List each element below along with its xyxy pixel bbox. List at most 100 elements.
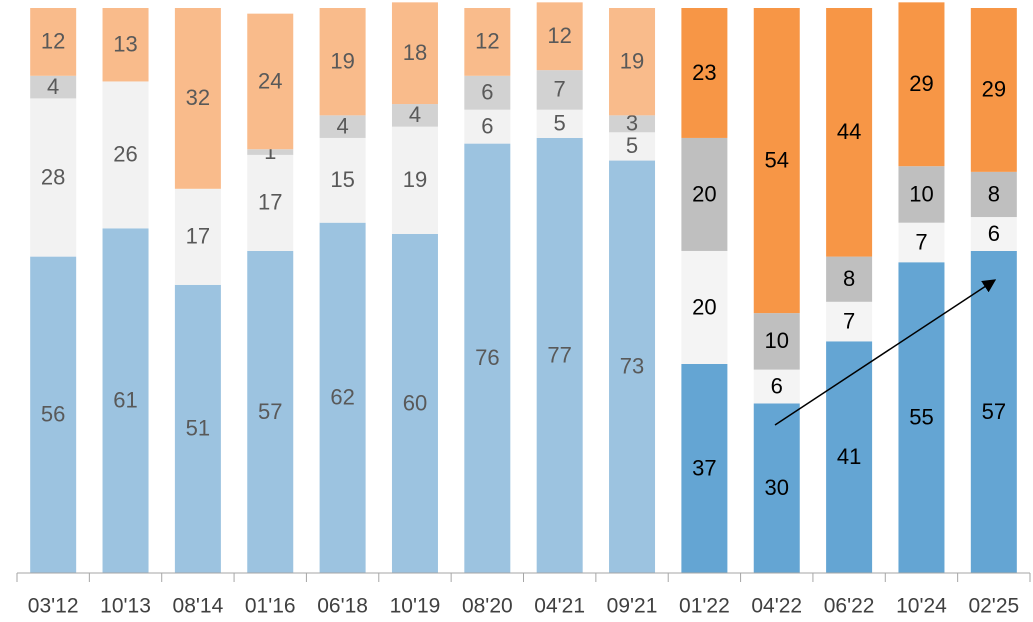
x-tick-label: 01'16 (245, 595, 296, 618)
data-label: 6 (481, 113, 493, 138)
data-label: 17 (258, 190, 282, 215)
bar-segment (319, 8, 366, 116)
data-label: 5 (626, 133, 638, 158)
data-label: 28 (41, 164, 65, 189)
data-label: 20 (692, 294, 716, 319)
bar-segment (536, 70, 583, 110)
bars: 5628412612613511732571712462154196019418… (30, 2, 1017, 574)
bar-segment (826, 341, 873, 573)
bar-segment (753, 403, 800, 573)
data-label: 29 (909, 71, 933, 96)
bar-segment (102, 8, 149, 82)
data-label: 29 (982, 77, 1006, 102)
bar-segment (247, 154, 294, 251)
bar-segment (898, 222, 945, 263)
data-label: 19 (620, 48, 644, 73)
data-label: 41 (837, 444, 861, 469)
data-label: 4 (409, 102, 421, 127)
bar-segment (681, 8, 728, 138)
data-label: 56 (41, 402, 65, 427)
data-label: 19 (330, 48, 354, 73)
bar-segment (102, 228, 149, 573)
data-label: 30 (765, 475, 789, 500)
bar-segment (609, 115, 656, 133)
bar-segment (681, 363, 728, 573)
bar-segment (898, 166, 945, 223)
bar-segment (391, 104, 438, 127)
bar-segment (391, 234, 438, 573)
bar-segment (247, 250, 294, 573)
data-label: 61 (113, 387, 137, 412)
bar-segment (464, 75, 511, 110)
x-tick-label: 09'21 (607, 595, 658, 618)
bar-segment (609, 8, 656, 116)
data-label: 7 (915, 229, 927, 254)
data-label: 10 (765, 328, 789, 353)
bar-segment (174, 284, 221, 573)
bar-segment (826, 301, 873, 342)
x-tick-label: 04'22 (751, 595, 802, 618)
bar-segment (319, 137, 366, 223)
x-tick-label: 10'13 (100, 595, 151, 618)
data-label: 51 (186, 416, 210, 441)
bar-segment (30, 8, 77, 76)
x-axis-ticks: 03'12 10'13 08'14 01'16 06'18 10'19 08'20 04'21… (16, 573, 1031, 618)
bar-segment (247, 13, 294, 150)
x-tick-label: 08'20 (462, 595, 513, 618)
data-label: 73 (620, 354, 644, 379)
bar-segment (609, 160, 656, 574)
data-label: 6 (481, 80, 493, 105)
bar-segment (102, 81, 149, 229)
bar-segment (826, 8, 873, 257)
x-tick-label: 03'12 (28, 595, 79, 618)
data-label: 10 (909, 181, 933, 206)
data-label: 12 (547, 23, 571, 48)
bar-segment (970, 217, 1017, 251)
data-label: 54 (765, 147, 789, 172)
data-label: 76 (475, 345, 499, 370)
data-label: 12 (41, 29, 65, 54)
data-label: 4 (47, 74, 59, 99)
data-label: 18 (403, 40, 427, 65)
bar-segment (753, 313, 800, 370)
bar-segment (319, 222, 366, 573)
bar-segment (174, 8, 221, 189)
data-label: 37 (692, 455, 716, 480)
bar-segment (970, 171, 1017, 218)
bar-segment (30, 98, 77, 257)
bar-segment (753, 369, 800, 404)
data-label: 55 (909, 404, 933, 429)
bar-segment (536, 137, 583, 573)
data-label: 4 (336, 113, 348, 138)
data-label: 57 (258, 399, 282, 424)
bar-segment (391, 2, 438, 105)
data-label: 32 (186, 85, 210, 110)
bar-segment (753, 8, 800, 314)
bar-segment (681, 250, 728, 364)
data-label: 5 (554, 111, 566, 136)
data-label: 19 (403, 167, 427, 192)
data-label: 7 (843, 308, 855, 333)
bar-segment (826, 256, 873, 302)
data-label: 77 (547, 342, 571, 367)
data-label: 7 (554, 77, 566, 102)
x-tick-label: 02'25 (968, 595, 1019, 618)
bar-segment (609, 132, 656, 161)
data-label: 15 (330, 167, 354, 192)
data-label: 57 (982, 399, 1006, 424)
x-tick-label: 04'21 (534, 595, 585, 618)
bar-segment (319, 115, 366, 138)
x-tick-label: 01'22 (679, 595, 730, 618)
data-label: 62 (330, 385, 354, 410)
data-label: 20 (692, 181, 716, 206)
bar-segment (970, 8, 1017, 172)
bar-segment (464, 8, 511, 76)
bar-segment (247, 149, 294, 155)
bar-segment (391, 126, 438, 234)
bar-segment (970, 250, 1017, 573)
data-label: 24 (258, 68, 282, 93)
data-label: 6 (988, 221, 1000, 246)
data-label: 44 (837, 119, 861, 144)
bar-segment (898, 2, 945, 167)
